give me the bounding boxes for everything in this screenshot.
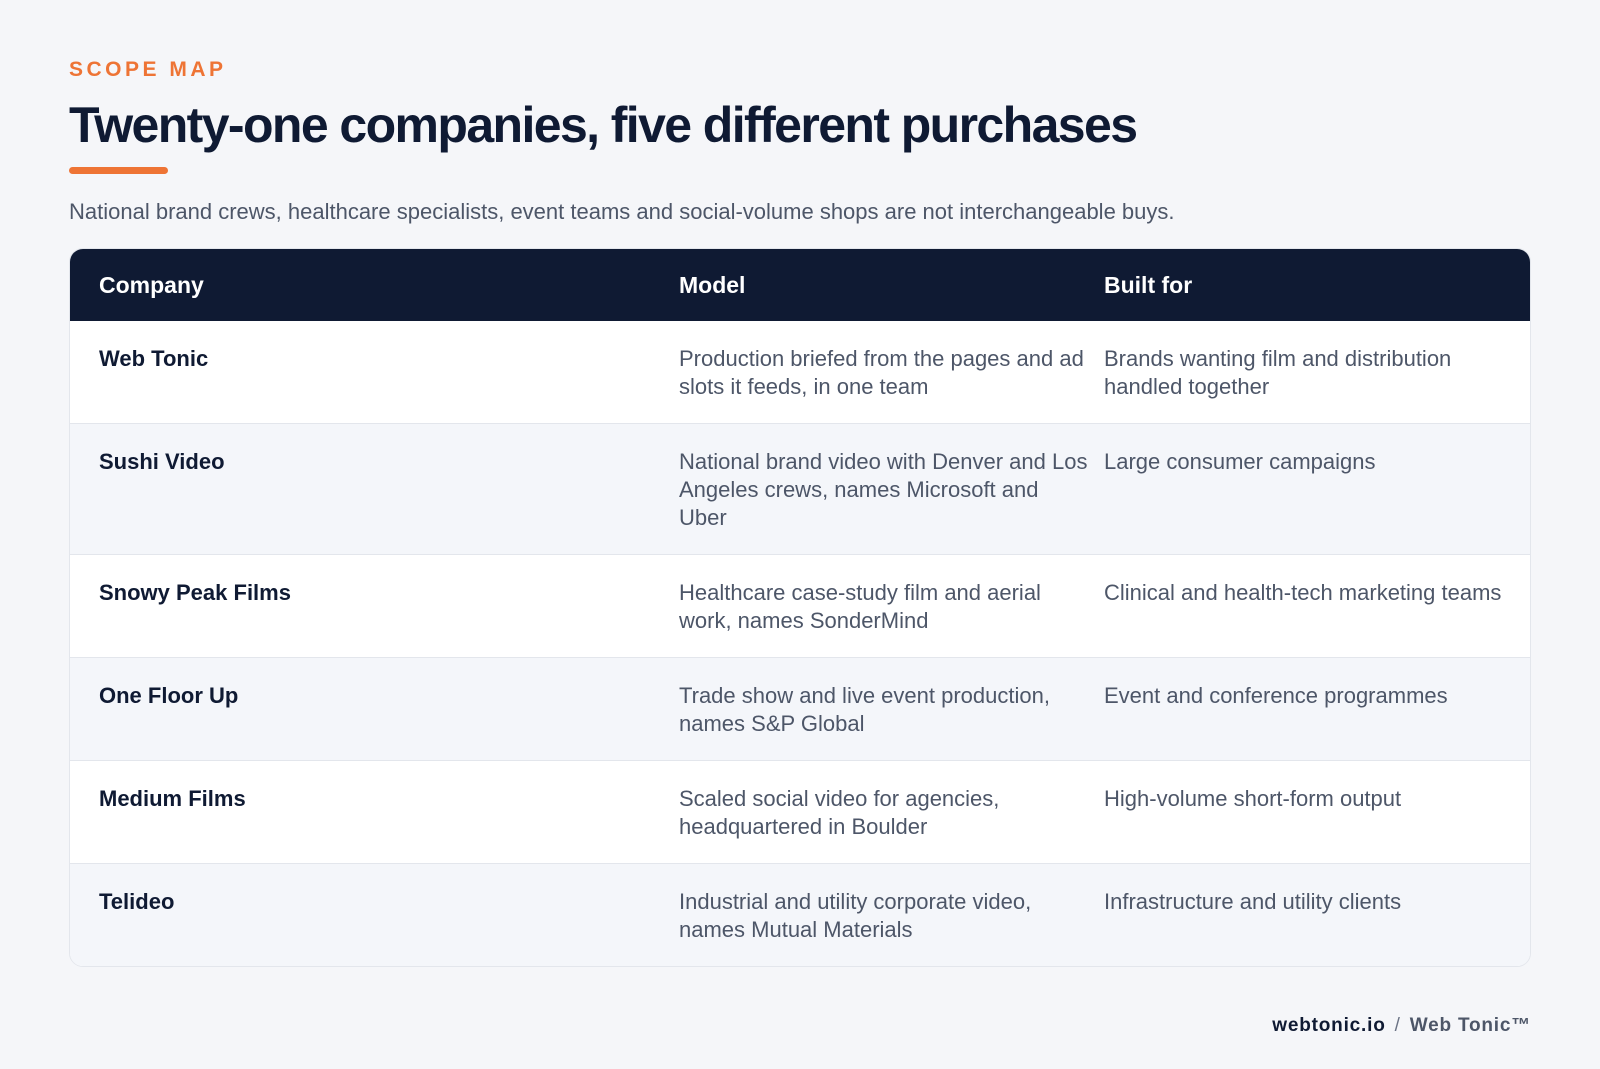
- comparison-table: Company Model Built for Web Tonic Produc…: [69, 248, 1531, 967]
- company-cell: Sushi Video: [99, 449, 225, 474]
- column-header-model: Model: [679, 271, 746, 298]
- model-cell: Healthcare case-study film and aerial wo…: [679, 580, 1041, 633]
- model-cell: National brand video with Denver and Los…: [679, 449, 1088, 530]
- footer: webtonic.io / Web Tonic™: [1272, 1012, 1531, 1040]
- built-for-cell: Event and conference programmes: [1104, 683, 1448, 708]
- model-cell: Trade show and live event production, na…: [679, 683, 1050, 736]
- footer-site-link[interactable]: webtonic.io: [1272, 1015, 1386, 1036]
- page: SCOPE MAP Twenty-one companies, five dif…: [69, 56, 1531, 967]
- company-cell: Web Tonic: [99, 346, 209, 371]
- table-header: Company Model Built for: [70, 249, 1530, 321]
- table-body: Web Tonic Production briefed from the pa…: [70, 321, 1530, 966]
- footer-separator: /: [1394, 1015, 1401, 1036]
- built-for-cell: High-volume short-form output: [1104, 786, 1402, 811]
- table-row: Medium Films Scaled social video for age…: [70, 760, 1530, 863]
- built-for-cell: Infrastructure and utility clients: [1104, 889, 1402, 914]
- table-row: Web Tonic Production briefed from the pa…: [70, 321, 1530, 423]
- built-for-cell: Clinical and health-tech marketing teams: [1104, 580, 1502, 605]
- table-row: Telideo Industrial and utility corporate…: [70, 863, 1530, 966]
- company-cell: Telideo: [99, 889, 175, 914]
- page-subtitle: National brand crews, healthcare special…: [69, 199, 1175, 224]
- footer-brand: Web Tonic™: [1409, 1015, 1531, 1036]
- company-cell: One Floor Up: [99, 683, 239, 708]
- page-title: Twenty-one companies, five different pur…: [69, 97, 1138, 153]
- company-cell: Medium Films: [99, 786, 246, 811]
- model-cell: Scaled social video for agencies, headqu…: [679, 786, 1000, 839]
- table-row: One Floor Up Trade show and live event p…: [70, 657, 1530, 760]
- title-accent-bar: [69, 167, 168, 174]
- company-cell: Snowy Peak Films: [99, 580, 291, 605]
- built-for-cell: Large consumer campaigns: [1104, 449, 1376, 474]
- model-cell: Production briefed from the pages and ad…: [679, 346, 1084, 399]
- table-row: Snowy Peak Films Healthcare case-study f…: [70, 554, 1530, 657]
- model-cell: Industrial and utility corporate video, …: [679, 889, 1032, 942]
- column-header-built-for: Built for: [1104, 271, 1193, 298]
- column-header-company: Company: [99, 271, 204, 298]
- eyebrow-label: SCOPE MAP: [69, 58, 227, 81]
- built-for-cell: Brands wanting film and distribution han…: [1104, 346, 1452, 399]
- table-row: Sushi Video National brand video with De…: [70, 423, 1530, 554]
